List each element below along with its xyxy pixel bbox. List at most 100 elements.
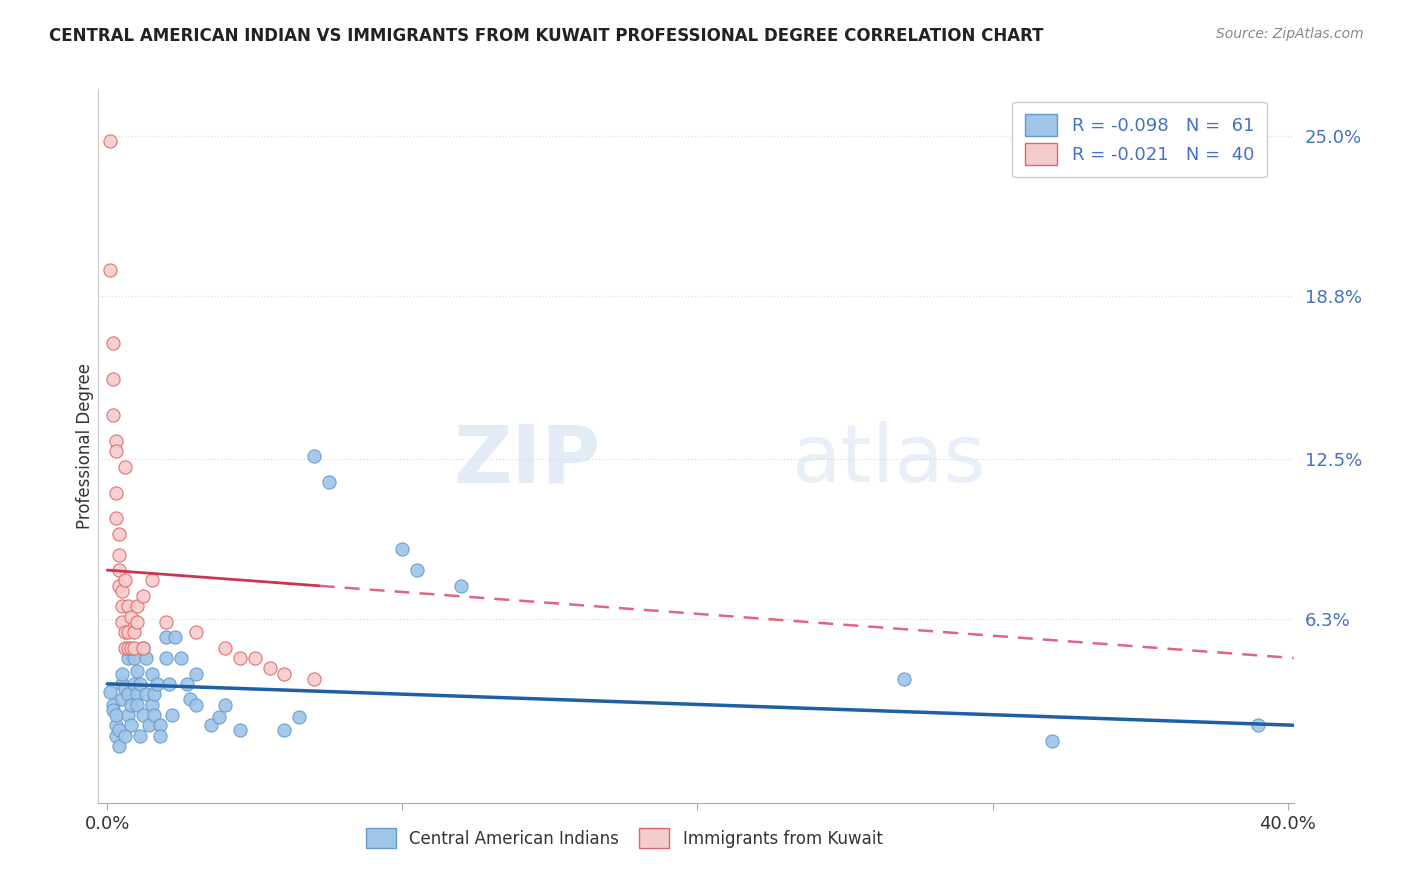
Point	[229, 723, 252, 738]
Point	[131, 589, 153, 603]
Point	[101, 698, 124, 712]
Point	[149, 729, 172, 743]
Point	[101, 335, 124, 350]
Point	[184, 625, 207, 640]
Point	[117, 599, 139, 614]
Point	[146, 677, 169, 691]
Point	[108, 723, 131, 738]
Point	[131, 640, 153, 655]
Point	[170, 651, 193, 665]
Point	[318, 475, 340, 490]
Point	[101, 703, 124, 717]
Point	[302, 672, 325, 686]
Point	[111, 583, 134, 598]
Point	[98, 263, 121, 277]
Point	[117, 640, 139, 655]
Point	[120, 718, 142, 732]
Point	[214, 698, 236, 712]
Point	[105, 729, 128, 743]
Point	[122, 677, 145, 691]
Point	[125, 664, 148, 678]
Point	[125, 615, 148, 629]
Point	[120, 640, 142, 655]
Point	[176, 677, 198, 691]
Point	[120, 609, 142, 624]
Point	[108, 548, 131, 562]
Point	[122, 625, 145, 640]
Point	[111, 666, 134, 681]
Point	[131, 707, 153, 722]
Point	[117, 707, 139, 722]
Point	[125, 698, 148, 712]
Point	[229, 651, 252, 665]
Point	[1247, 718, 1270, 732]
Point	[114, 681, 136, 696]
Point	[108, 563, 131, 577]
Point	[450, 579, 472, 593]
Point	[114, 640, 136, 655]
Point	[105, 718, 128, 732]
Point	[391, 542, 413, 557]
Point	[101, 372, 124, 386]
Point	[108, 739, 131, 753]
Point	[105, 434, 128, 448]
Point	[184, 698, 207, 712]
Point	[155, 651, 177, 665]
Point	[135, 651, 157, 665]
Point	[128, 729, 150, 743]
Point	[143, 707, 166, 722]
Point	[101, 408, 124, 422]
Point	[273, 666, 295, 681]
Point	[111, 692, 134, 706]
Point	[208, 710, 231, 724]
Point	[114, 625, 136, 640]
Point	[98, 684, 121, 698]
Point	[122, 651, 145, 665]
Point	[143, 687, 166, 701]
Point	[302, 450, 325, 464]
Point	[141, 666, 163, 681]
Point	[149, 718, 172, 732]
Point	[111, 615, 134, 629]
Point	[114, 459, 136, 474]
Point	[128, 677, 150, 691]
Point	[114, 574, 136, 588]
Text: CENTRAL AMERICAN INDIAN VS IMMIGRANTS FROM KUWAIT PROFESSIONAL DEGREE CORRELATIO: CENTRAL AMERICAN INDIAN VS IMMIGRANTS FR…	[49, 27, 1043, 45]
Point	[1040, 733, 1063, 747]
Point	[108, 579, 131, 593]
Text: Source: ZipAtlas.com: Source: ZipAtlas.com	[1216, 27, 1364, 41]
Text: ZIP: ZIP	[453, 421, 600, 500]
Point	[114, 729, 136, 743]
Point	[125, 687, 148, 701]
Point	[105, 444, 128, 458]
Legend: Central American Indians, Immigrants from Kuwait: Central American Indians, Immigrants fro…	[360, 822, 889, 855]
Point	[117, 625, 139, 640]
Point	[288, 710, 311, 724]
Point	[141, 698, 163, 712]
Point	[122, 640, 145, 655]
Point	[120, 698, 142, 712]
Point	[259, 661, 281, 675]
Point	[165, 630, 187, 644]
Point	[111, 677, 134, 691]
Point	[125, 599, 148, 614]
Point	[111, 599, 134, 614]
Point	[105, 511, 128, 525]
Point	[200, 718, 222, 732]
Point	[155, 615, 177, 629]
Point	[406, 563, 429, 577]
Point	[117, 651, 139, 665]
Point	[105, 707, 128, 722]
Point	[893, 672, 915, 686]
Point	[117, 687, 139, 701]
Point	[184, 666, 207, 681]
Point	[135, 687, 157, 701]
Point	[105, 485, 128, 500]
Point	[179, 692, 201, 706]
Point	[160, 707, 183, 722]
Point	[157, 677, 180, 691]
Point	[131, 640, 153, 655]
Point	[98, 134, 121, 148]
Y-axis label: Professional Degree: Professional Degree	[76, 363, 94, 529]
Point	[243, 651, 266, 665]
